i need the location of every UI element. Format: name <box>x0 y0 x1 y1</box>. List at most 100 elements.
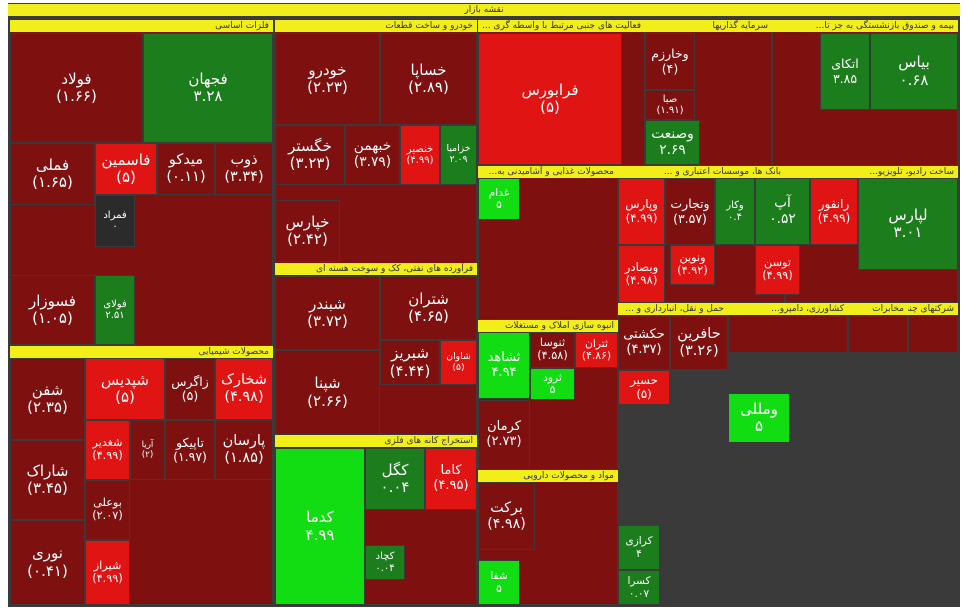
stock-name: خنصیر <box>406 143 434 155</box>
stock-change: ۳.۰۱ <box>893 223 923 241</box>
sector-header: فرآورده های نفتی، کک و سوخت هسته ای <box>275 263 477 275</box>
stock-change: ۲.۰۹ <box>449 154 468 165</box>
stock-tile: شخارک (۴.۹۸) <box>215 358 273 420</box>
stock-name: شاراک <box>26 461 69 480</box>
stock-change: ۰.۰۷ <box>628 587 650 600</box>
stock-tile: پارسان (۱.۸۵) <box>215 420 273 480</box>
stock-name: پارسان <box>222 433 266 450</box>
stock-change: (۱.۹۷) <box>173 449 207 464</box>
stock-tile: رانفور (۴.۹۹) <box>810 178 858 245</box>
stock-name: خپارس <box>285 212 330 231</box>
stock-name: فاسمین <box>101 150 151 169</box>
stock-name: فجهان <box>188 69 228 88</box>
stock-change: (۳.۳۴) <box>224 169 264 185</box>
stock-name: کدما <box>306 508 334 527</box>
stock-change: ۰.۰۴ <box>380 478 410 496</box>
stock-tile: صبا (۱.۹۱) <box>645 90 695 120</box>
sector-header: فعالیت های جنبی مرتبط با واسطه گری ... <box>478 20 645 32</box>
stock-name: خساپا <box>410 60 447 79</box>
stock-name: وتجارت <box>670 196 710 212</box>
stock-change: (۵) <box>116 168 136 186</box>
stock-tile: شاوان (۵) <box>440 340 477 385</box>
stock-name: لپارس <box>888 205 928 224</box>
stock-name: فرابورس <box>521 80 579 99</box>
stock-tile: ثرود ۵ <box>530 368 575 400</box>
stock-tile: شبندر (۳.۷۲) <box>275 276 380 350</box>
stock-name: ثنوسا <box>539 336 566 350</box>
stock-tile: بوعلی (۲.۰۷) <box>85 480 130 540</box>
stock-name: ونوین <box>679 251 706 265</box>
stock-name: وبصادر <box>624 259 659 274</box>
sector-header: شرکتهای چند ... <box>908 303 958 315</box>
stock-name: شپنا <box>314 374 341 393</box>
stock-change: (۲.۲۳) <box>307 78 348 96</box>
stock-change: ۵ <box>549 383 556 396</box>
stock-tile: وپارس (۴.۹۹) <box>618 178 665 245</box>
stock-tile: زاگرس (۵) <box>165 358 215 420</box>
stock-tile: ثنوسا (۴.۵۸) <box>530 332 575 368</box>
stock-tile: کدما ۴.۹۹ <box>275 448 365 605</box>
stock-change: (۴.۸۶) <box>581 349 612 362</box>
stock-change: (۱.۶۶) <box>56 87 97 105</box>
stock-change: (۴.۹۹) <box>92 449 123 462</box>
stock-tile: ثشاهد ۴.۹۴ <box>478 332 530 399</box>
stock-change: (۲.۰۷) <box>92 509 123 522</box>
stock-tile: کاما (۴.۹۵) <box>425 448 477 510</box>
stock-name: حکشتی <box>623 326 665 342</box>
stock-change: (۴.۹۹) <box>625 210 658 225</box>
stock-change: ۰.۵۲ <box>769 210 796 227</box>
stock-name: خزامیا <box>446 143 471 155</box>
stock-name: ثشاهد <box>487 349 521 365</box>
stock-tile: کسرا ۰.۰۷ <box>618 570 660 605</box>
stock-tile: حافرین (۳.۲۶) <box>670 315 728 370</box>
stock-change: (۵) <box>452 361 465 373</box>
stock-change: (۴.۹۹) <box>406 155 434 166</box>
stock-change: (۴.۹۹) <box>762 269 793 282</box>
stock-tile: فمراد ۰ <box>95 195 135 247</box>
stock-tile: خزامیا ۲.۰۹ <box>440 125 477 185</box>
stock-change: (۱.۶۵) <box>32 173 73 191</box>
stock-change: ۴.۹۹ <box>305 525 335 544</box>
stock-name: اتکای <box>831 56 859 72</box>
stock-name: کرمان <box>487 419 521 435</box>
stock-change: (۳.۷۲) <box>307 312 348 330</box>
stock-tile: فولای ۲.۵۱ <box>95 275 135 345</box>
stock-name: آپ <box>774 194 791 211</box>
stock-name: کچاد <box>375 551 395 562</box>
stock-name: ذوب <box>230 152 258 169</box>
stock-tile: شپدیس (۵) <box>85 358 165 420</box>
stock-change: (۴.۹۹) <box>817 210 851 225</box>
stock-name: توسن <box>764 256 791 270</box>
stock-change: (۳.۲۶) <box>679 342 719 359</box>
stock-tile: ونوین (۴.۹۲) <box>670 245 715 285</box>
stock-tile: غدام ۵ <box>478 178 520 220</box>
stock-tile: برکت (۴.۹۸) <box>478 482 535 550</box>
stock-tile: خپارس (۲.۴۲) <box>275 200 340 262</box>
stock-name: رانفور <box>818 196 850 211</box>
stock-tile: لپارس ۳.۰۱ <box>858 178 958 270</box>
stock-tile: وتجارت (۳.۵۷) <box>665 178 715 245</box>
stock-change: (۰.۱۱) <box>166 169 206 185</box>
stock-name: ثتران <box>584 336 609 350</box>
stock-tile: فسوزار (۱.۰۵) <box>10 275 95 345</box>
stock-change: (۴.۹۸) <box>224 389 264 405</box>
stock-change: (۴.۹۸) <box>487 516 526 532</box>
stock-name: فمراد <box>103 209 127 221</box>
stock-name: کگل <box>381 460 409 479</box>
stock-change: (۲.۴۲) <box>287 230 328 248</box>
stock-change: (۳.۴۵) <box>27 479 68 497</box>
stock-tile: شتران (۴.۶۵) <box>380 276 477 340</box>
stock-name: بیاس <box>898 53 930 72</box>
stock-change: (۴.۹۹) <box>92 571 123 585</box>
sector-header: حمل و نقل، انبارداری و ... <box>618 303 728 315</box>
stock-name: شپدیس <box>100 370 150 389</box>
stock-tile: اتکای ۳.۸۵ <box>820 33 870 110</box>
stock-tile: توسن (۴.۹۹) <box>755 245 800 295</box>
stock-tile: نوری (۰.۴۱) <box>10 520 85 605</box>
map-title: نقشه بازار <box>8 4 960 16</box>
stock-change: (۴.۹۸) <box>625 273 658 287</box>
stock-name: کسرا <box>627 575 651 588</box>
stock-name: تاپیکو <box>176 434 204 450</box>
sector-header: بانک ها، موسسات اعتباری و ... <box>618 166 785 178</box>
